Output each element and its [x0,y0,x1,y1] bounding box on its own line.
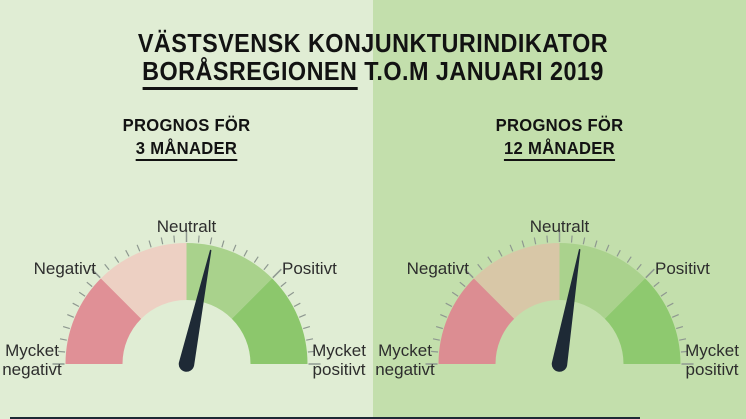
gauge-tick [521,240,525,248]
page-title: VÄSTSVENSK KONJUNKTURINDIKATOR BORÅSREGI… [0,28,746,90]
gauge-tick [487,256,493,263]
gauge-label-neutralt: Neutralt [529,217,590,236]
panel-12-months: PROGNOS FÖR 12 MÅNADER Neutralt Negativt… [373,0,746,419]
subtitle-line1: PROGNOS FÖR [495,115,624,135]
gauge-tick [209,237,213,245]
gauge-tick [125,249,130,257]
gauge-tick [435,326,443,330]
subtitle-line2-underlined: 3 MÅNADER [135,138,238,161]
gauge-tick [287,291,295,297]
gauge-segment [473,242,560,319]
gauge-tick [477,263,483,271]
gauge-segment [438,278,515,364]
subtitle-line1: PROGNOS FÖR [122,115,251,135]
gauge-tick [104,263,110,271]
gauge-tick [221,240,225,248]
gauge-label-positivt: Positivt [655,259,710,278]
gauge-tick [62,326,70,330]
gauge-needle [551,249,581,372]
gauge-svg [52,230,321,372]
gauge-tick [653,281,660,288]
gauge-tick [459,281,466,288]
title-period: T.O.M JANUARI 2019 [364,56,604,86]
subtitle-3-months: PROGNOS FÖR 3 MÅNADER [9,114,363,161]
gauge-tick [616,249,621,257]
gauge-tick [440,314,448,318]
gauge-label-mycket-negativt: Mycket negativt [375,341,435,379]
gauge-tick [86,281,93,288]
gauge-label-neutralt: Neutralt [156,217,217,236]
gauge-tick [582,237,586,245]
gauge-segment [100,242,187,319]
gauge-tick [451,291,459,297]
gauge-tick [605,244,610,252]
title-line1: VÄSTSVENSK KONJUNKTURINDIKATOR [137,28,609,58]
gauge-tick [431,350,439,353]
gauge-segment [65,278,142,364]
subtitle-12-months: PROGNOS FÖR 12 MÅNADER [382,114,736,161]
gauge-tick [570,235,573,243]
gauge-tick [91,268,101,279]
gauge-label-mycket-positivt: Mycket positivt [312,341,366,379]
title-line2: BORÅSREGIONEN T.O.M JANUARI 2019 [37,56,708,90]
gauge-tick [303,326,311,330]
subtitle-line2-underlined: 12 MÅNADER [504,138,615,161]
gauge-tick [272,268,282,279]
gauge-3-months [0,200,373,419]
gauge-tick [253,256,259,263]
gauge-tick [197,235,200,243]
gauge-tick [306,338,314,341]
gauge-tick [263,263,269,271]
gauge-tick [636,263,642,271]
panel-3-months: PROGNOS FÖR 3 MÅNADER Neutralt Negativt … [0,114,373,419]
gauge-tick [660,291,668,297]
gauge-label-mycket-negativt: Mycket negativt [2,341,62,379]
gauge-segment [604,278,681,364]
gauge-needle [178,249,212,372]
gauge-segment [559,242,646,319]
gauge-tick [148,240,152,248]
gauge-tick [671,314,679,318]
gauge-tick [243,249,248,257]
gauge-tick [533,237,537,245]
gauge-tick [432,338,440,341]
gauge-tick [232,244,237,252]
gauge-tick [307,350,315,353]
gauge-tick [680,350,688,353]
gauge-tick [72,302,80,308]
gauge-tick [509,244,514,252]
gauge-tick [114,256,120,263]
gauge-tick [498,249,503,257]
gauge-tick [58,350,66,353]
gauge-tick [546,235,549,243]
gauge-tick [78,291,86,297]
gauge-tick [160,237,164,245]
gauge-label-negativt: Negativt [406,259,469,278]
gauge-tick [293,302,301,308]
gauge-tick [59,338,67,341]
gauge-label-positivt: Positivt [282,259,337,278]
gauge-tick [594,240,598,248]
gauge-tick [645,268,655,279]
gauge-tick [676,326,684,330]
gauge-tick [298,314,306,318]
gauge-tick [679,338,687,341]
bottom-bar [10,417,640,419]
gauge-12-months [373,200,746,419]
gauge-tick [173,235,176,243]
gauge-tick [464,268,474,279]
gauge-segment [231,278,308,364]
title-region-underlined: BORÅSREGIONEN [142,56,358,90]
gauge-tick [666,302,674,308]
gauge-label-negativt: Negativt [33,259,96,278]
gauge-svg [425,230,694,372]
gauge-tick [626,256,632,263]
gauge-label-mycket-positivt: Mycket positivt [685,341,739,379]
gauge-tick [280,281,287,288]
gauge-tick [67,314,75,318]
gauge-tick [445,302,453,308]
gauge-tick [136,244,141,252]
